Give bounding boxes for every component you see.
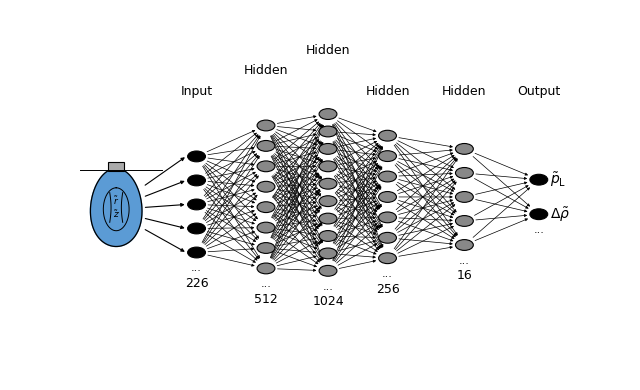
Circle shape (319, 230, 337, 241)
Text: Input: Input (180, 85, 212, 98)
Circle shape (379, 171, 396, 182)
Text: ...: ... (260, 279, 271, 289)
Circle shape (257, 140, 275, 151)
Text: Hidden: Hidden (306, 44, 350, 57)
Text: 1024: 1024 (312, 295, 344, 308)
Text: ...: ... (533, 225, 544, 235)
Text: $\tilde{z}$: $\tilde{z}$ (113, 209, 120, 220)
Circle shape (188, 175, 205, 186)
Text: Hidden: Hidden (442, 85, 486, 98)
Text: 226: 226 (185, 277, 209, 290)
Circle shape (188, 199, 205, 210)
Circle shape (319, 266, 337, 276)
Text: $\tilde{r}$: $\tilde{r}$ (113, 194, 119, 207)
Circle shape (379, 212, 396, 223)
Circle shape (319, 178, 337, 189)
Text: Output: Output (517, 85, 561, 98)
Circle shape (456, 144, 474, 154)
Circle shape (257, 222, 275, 233)
Text: $\tilde{p}_\mathrm{L}$: $\tilde{p}_\mathrm{L}$ (550, 170, 566, 189)
Circle shape (257, 243, 275, 254)
Circle shape (530, 209, 548, 220)
Circle shape (257, 181, 275, 192)
Circle shape (319, 196, 337, 207)
Circle shape (379, 130, 396, 141)
Circle shape (379, 232, 396, 243)
Circle shape (188, 151, 205, 162)
Text: 16: 16 (456, 269, 472, 282)
Circle shape (456, 168, 474, 178)
Text: ...: ... (323, 282, 333, 292)
Circle shape (379, 253, 396, 264)
Text: 512: 512 (254, 293, 278, 306)
Circle shape (319, 109, 337, 119)
Text: ...: ... (382, 269, 393, 279)
Circle shape (257, 202, 275, 213)
Circle shape (319, 144, 337, 154)
Circle shape (456, 239, 474, 250)
Circle shape (257, 161, 275, 172)
Polygon shape (90, 168, 142, 246)
Circle shape (319, 126, 337, 137)
Text: 256: 256 (376, 282, 399, 296)
Text: Hidden: Hidden (244, 64, 288, 77)
Circle shape (530, 174, 548, 185)
Circle shape (257, 120, 275, 131)
Circle shape (456, 191, 474, 202)
Text: ...: ... (191, 263, 202, 273)
Circle shape (257, 263, 275, 274)
Circle shape (319, 161, 337, 172)
Circle shape (456, 216, 474, 226)
Circle shape (188, 223, 205, 234)
Text: Hidden: Hidden (365, 85, 410, 98)
Circle shape (319, 248, 337, 259)
FancyBboxPatch shape (108, 162, 124, 171)
Circle shape (379, 191, 396, 202)
Text: ...: ... (459, 256, 470, 266)
Circle shape (188, 247, 205, 258)
Circle shape (319, 213, 337, 224)
Text: $\Delta\tilde{\rho}$: $\Delta\tilde{\rho}$ (550, 205, 570, 223)
Circle shape (379, 151, 396, 161)
